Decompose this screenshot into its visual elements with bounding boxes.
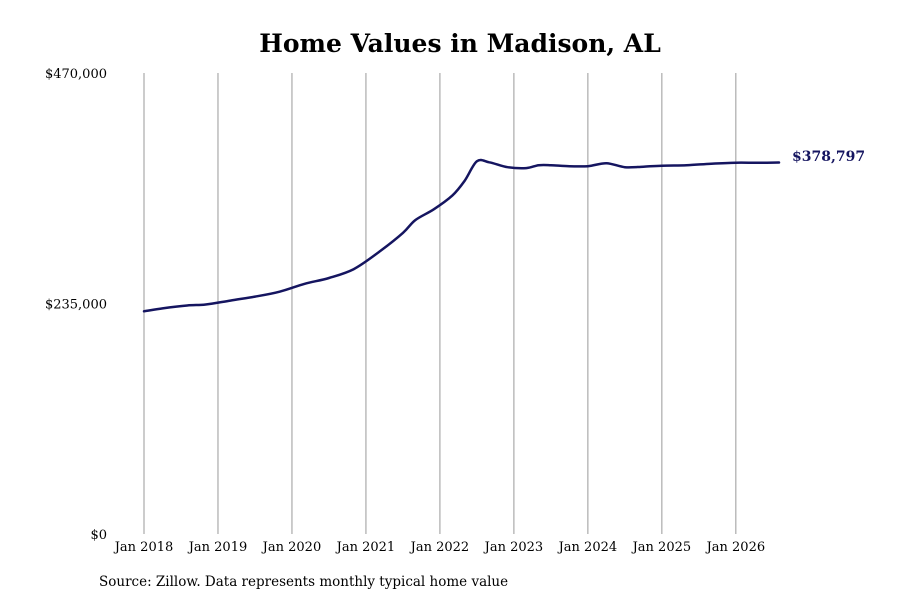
x-tick-label: Jan 2022: [409, 540, 470, 555]
series-line-0: [142, 158, 781, 313]
y-tick-label: $470,000: [45, 67, 107, 82]
x-axis-tick-labels: Jan 2018 Jan 2019 Jan 2020 Jan 2021 Jan 2022…: [113, 540, 765, 555]
x-tick-label: Jan 2023: [483, 540, 544, 555]
end-value-label: $378,797: [792, 149, 865, 165]
x-tick-label: Jan 2025: [631, 540, 692, 555]
x-tick-label: Jan 2019: [187, 540, 248, 555]
y-axis-tick-labels: $0 $235,000 $470,000: [45, 67, 107, 543]
source-note: Source: Zillow. Data represents monthly …: [99, 574, 508, 590]
x-tick-label: Jan 2026: [705, 540, 766, 555]
y-tick-label: $0: [90, 528, 107, 543]
x-tick-label: Jan 2020: [261, 540, 322, 555]
series-lines: [142, 158, 781, 313]
x-tick-label: Jan 2021: [335, 540, 396, 555]
x-tick-label: Jan 2018: [113, 540, 174, 555]
chart-title: Home Values in Madison, AL: [259, 29, 661, 58]
vertical-gridlines: [143, 73, 737, 534]
x-tick-label: Jan 2024: [557, 540, 618, 555]
y-tick-label: $235,000: [45, 298, 107, 313]
